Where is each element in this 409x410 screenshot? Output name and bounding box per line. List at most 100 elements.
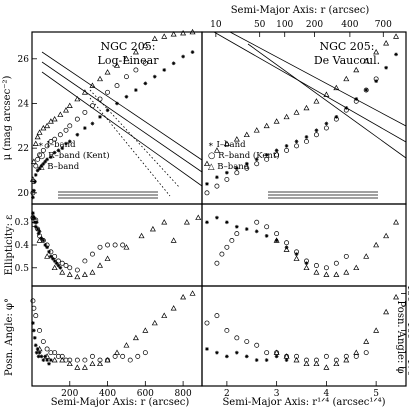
legend-right-b: △ B–band <box>208 162 250 172</box>
xtick-label-right: 4 <box>324 389 330 399</box>
point-ellipticity-vs-r-circle-2 <box>33 217 39 223</box>
point-position-angle-vs-r-circle-15 <box>97 357 103 363</box>
point-surface-brightness-de-vaucouleurs-triangle-2 <box>223 140 230 146</box>
point-position-angle-vs-r-cross-13 <box>48 358 53 362</box>
point-surface-brightness-log-linear-cross-18 <box>90 121 95 126</box>
point-position-angle-vs-r-quarter-circle-0 <box>204 320 210 326</box>
point-surface-brightness-log-linear-triangle-14 <box>89 82 96 88</box>
point-surface-brightness-log-linear-circle-10 <box>63 127 69 133</box>
top-tick-label: 100 <box>276 20 293 30</box>
point-surface-brightness-log-linear-circle-3 <box>35 156 41 162</box>
legend-right-r: ○ R–band (Kent) <box>208 150 280 161</box>
panel-frame-bot-left <box>31 285 203 387</box>
point-position-angle-vs-r-quarter-triangle-5 <box>323 364 330 370</box>
point-ellipticity-vs-r-quarter-circle-1 <box>219 251 225 257</box>
right-ytick-label: 160 <box>405 322 409 339</box>
point-surface-brightness-log-linear-circle-13 <box>82 109 88 115</box>
point-surface-brightness-de-vaucouleurs-cross-19 <box>394 52 398 57</box>
top-axis-label: Semi-Major Axis: r (arcsec) <box>231 5 370 16</box>
point-position-angle-vs-r-circle-8 <box>55 353 61 359</box>
point-ellipticity-vs-r-triangle-12 <box>138 232 145 239</box>
point-surface-brightness-log-linear-cross-10 <box>48 155 53 159</box>
point-surface-brightness-de-vaucouleurs-cross-5 <box>254 157 259 162</box>
point-ellipticity-vs-r-quarter-triangle-11 <box>383 232 390 239</box>
point-position-angle-vs-r-triangle-6 <box>81 364 88 370</box>
point-ellipticity-vs-r-quarter-triangle-2 <box>293 255 300 261</box>
point-position-angle-vs-r-quarter-cross-6 <box>264 358 269 362</box>
point-surface-brightness-log-linear-circle-2 <box>33 163 39 169</box>
point-ellipticity-vs-r-circle-10 <box>59 260 65 266</box>
point-surface-brightness-log-linear-cross-15 <box>67 139 72 144</box>
point-position-angle-vs-r-circle-21 <box>142 350 148 356</box>
point-surface-brightness-de-vaucouleurs-cross-3 <box>234 166 239 171</box>
point-ellipticity-vs-r-quarter-triangle-5 <box>323 271 330 277</box>
point-surface-brightness-log-linear-circle-16 <box>105 89 111 95</box>
point-surface-brightness-de-vaucouleurs-triangle-17 <box>373 48 380 55</box>
point-ellipticity-vs-r-quarter-cross-3 <box>234 224 239 229</box>
point-position-angle-vs-r-triangle-13 <box>142 327 149 333</box>
point-ellipticity-vs-r-triangle-10 <box>104 255 111 261</box>
ylabel-mu: μ (mag arcsec⁻²) <box>2 76 13 161</box>
point-position-angle-vs-r-quarter-circle-3 <box>234 335 240 341</box>
point-position-angle-vs-r-circle-4 <box>40 339 46 345</box>
point-position-angle-vs-r-triangle-15 <box>161 312 168 318</box>
point-position-angle-vs-r-triangle-2 <box>51 356 58 363</box>
panel-frame-mid-right <box>201 203 407 287</box>
point-surface-brightness-log-linear-circle-9 <box>57 132 63 138</box>
point-position-angle-vs-r-circle-6 <box>48 350 54 356</box>
point-ellipticity-vs-r-cross-7 <box>37 229 42 234</box>
point-ellipticity-vs-r-triangle-13 <box>149 225 156 232</box>
point-position-angle-vs-r-quarter-circle-10 <box>304 357 309 363</box>
point-surface-brightness-de-vaucouleurs-triangle-4 <box>243 131 250 138</box>
point-surface-brightness-log-linear-cross-22 <box>124 94 129 99</box>
point-ellipticity-vs-r-quarter-triangle-4 <box>313 269 320 275</box>
fit-lines-right <box>213 31 407 159</box>
ytick-label-surface-brightness-log-linear: 26 <box>18 55 30 65</box>
point-position-angle-vs-r-quarter-circle-13 <box>333 357 339 363</box>
point-surface-brightness-de-vaucouleurs-triangle-13 <box>333 84 340 91</box>
point-surface-brightness-de-vaucouleurs-circle-2 <box>224 176 230 182</box>
point-surface-brightness-log-linear-circle-8 <box>52 136 58 142</box>
point-ellipticity-vs-r-quarter-circle-12 <box>323 265 329 271</box>
point-surface-brightness-de-vaucouleurs-circle-6 <box>264 156 270 162</box>
point-position-angle-vs-r-quarter-circle-1 <box>214 313 220 319</box>
point-position-angle-vs-r-triangle-7 <box>89 360 96 367</box>
point-surface-brightness-log-linear-cross-3 <box>33 173 38 177</box>
point-surface-brightness-de-vaucouleurs-circle-8 <box>284 147 290 153</box>
point-ellipticity-vs-r-circle-7 <box>48 249 54 255</box>
point-position-angle-vs-r-quarter-triangle-6 <box>333 360 340 367</box>
point-position-angle-vs-r-quarter-triangle-10 <box>373 327 380 333</box>
top-tick-label: 400 <box>341 20 358 30</box>
point-surface-brightness-log-linear-cross-27 <box>171 61 176 66</box>
point-position-angle-vs-r-quarter-triangle-2 <box>293 356 300 363</box>
point-surface-brightness-de-vaucouleurs-cross-11 <box>314 128 319 133</box>
point-surface-brightness-log-linear-cross-14 <box>64 141 68 146</box>
point-surface-brightness-de-vaucouleurs-circle-11 <box>313 132 319 138</box>
point-position-angle-vs-r-cross-5 <box>35 347 40 351</box>
point-surface-brightness-log-linear-cross-17 <box>82 126 87 130</box>
point-ellipticity-vs-r-triangle-5 <box>66 271 73 277</box>
point-position-angle-vs-r-quarter-triangle-12 <box>393 293 400 300</box>
point-ellipticity-vs-r-cross-1 <box>31 215 36 220</box>
legend-right: ∗ I–band ○ R–band (Kent) △ B–band <box>208 140 280 172</box>
point-ellipticity-vs-r-quarter-triangle-10 <box>373 241 380 248</box>
point-ellipticity-vs-r-quarter-cross-1 <box>215 215 219 220</box>
point-surface-brightness-log-linear-circle-20 <box>142 60 148 66</box>
title-left: NGC 205: <box>100 40 155 53</box>
point-position-angle-vs-r-triangle-0 <box>36 345 43 352</box>
fit-lines-left <box>41 51 203 197</box>
point-ellipticity-vs-r-triangle-8 <box>89 269 96 275</box>
point-surface-brightness-log-linear-circle-14 <box>89 103 95 109</box>
point-position-angle-vs-r-circle-20 <box>135 353 141 359</box>
point-surface-brightness-log-linear-triangle-2 <box>32 140 39 146</box>
point-position-angle-vs-r-quarter-circle-12 <box>323 353 329 359</box>
point-surface-brightness-log-linear-triangle-21 <box>151 35 158 41</box>
point-surface-brightness-de-vaucouleurs-triangle-19 <box>393 33 400 39</box>
panel-frame-bot-right <box>201 285 407 387</box>
point-surface-brightness-de-vaucouleurs-circle-15 <box>353 98 359 104</box>
xtick-label-left: 800 <box>175 389 192 399</box>
point-position-angle-vs-r-triangle-16 <box>170 305 177 311</box>
point-surface-brightness-log-linear-circle-7 <box>48 139 54 144</box>
point-position-angle-vs-r-quarter-circle-4 <box>244 339 250 345</box>
